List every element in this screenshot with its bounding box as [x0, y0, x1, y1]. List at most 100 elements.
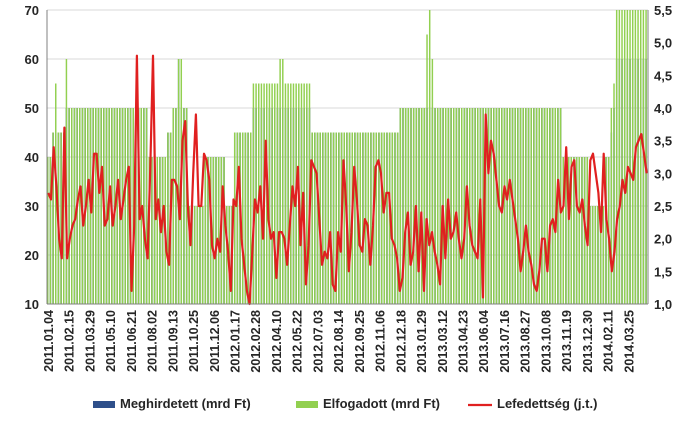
bar-elfogadott [426, 34, 428, 304]
bar-elfogadott [541, 108, 543, 304]
bar-elfogadott [645, 10, 647, 304]
bar-elfogadott [615, 10, 618, 304]
bar-elfogadott [410, 108, 412, 304]
bar-elfogadott [549, 108, 551, 304]
bar-elfogadott [63, 132, 65, 304]
bar-elfogadott [602, 206, 605, 304]
bar-elfogadott [68, 108, 70, 304]
bar-elfogadott [503, 108, 506, 304]
bar-elfogadott [212, 157, 215, 304]
bar-elfogadott [151, 157, 153, 304]
bar-elfogadott [538, 108, 540, 304]
bar-elfogadott [631, 10, 634, 304]
bar-elfogadott [522, 108, 524, 304]
bar-elfogadott [509, 108, 511, 304]
bar-elfogadott [143, 108, 145, 304]
bar-elfogadott [453, 108, 455, 304]
bar-elfogadott [225, 206, 228, 304]
x-tick-label: 2013.03.12 [436, 310, 450, 373]
x-tick-label: 2013.08.27 [519, 310, 533, 373]
bar-elfogadott [391, 132, 394, 304]
line-layer [47, 54, 648, 306]
x-tick-label: 2012.08.14 [332, 310, 346, 373]
bar-elfogadott [396, 132, 399, 304]
bar-elfogadott [412, 108, 415, 304]
bar-elfogadott [167, 132, 169, 304]
bar-elfogadott [348, 132, 351, 304]
bar-elfogadott [330, 132, 332, 304]
bar-elfogadott [639, 10, 642, 304]
y-right-tick-label: 4,5 [654, 68, 672, 83]
bar-elfogadott [188, 206, 191, 304]
bar-elfogadott [428, 10, 431, 304]
bar-elfogadott [466, 108, 468, 304]
y-right-tick-label: 5,5 [654, 3, 672, 18]
x-tick-label: 2011.08.02 [146, 310, 160, 372]
bar-elfogadott [434, 108, 436, 304]
bar-elfogadott [554, 108, 556, 304]
bar-elfogadott [132, 108, 134, 304]
bar-elfogadott [359, 132, 361, 304]
bar-elfogadott [463, 108, 466, 304]
bar-elfogadott [327, 132, 329, 304]
bar-elfogadott [629, 10, 631, 304]
bar-elfogadott [207, 157, 209, 304]
bar-elfogadott [469, 108, 471, 304]
bar-elfogadott [621, 10, 623, 304]
y-right-tick-label: 3,5 [654, 134, 672, 149]
bar-elfogadott [605, 157, 607, 304]
legend-swatch [296, 401, 318, 408]
bar-elfogadott [367, 132, 370, 304]
bar-elfogadott [161, 157, 164, 304]
y-right-tick-label: 1,5 [654, 264, 672, 279]
bar-elfogadott [431, 59, 434, 304]
x-tick-label: 2012.02.28 [249, 310, 263, 373]
bar-elfogadott [290, 83, 292, 304]
bar-elfogadott [386, 132, 388, 304]
bar-elfogadott [493, 108, 495, 304]
bar-elfogadott [300, 83, 303, 304]
y-left-tick-label: 40 [25, 150, 39, 165]
bar-elfogadott [223, 157, 225, 304]
bar-elfogadott [626, 10, 629, 304]
bar-elfogadott [145, 108, 148, 304]
bar-elfogadott [551, 108, 554, 304]
bar-elfogadott [127, 108, 129, 304]
bar-elfogadott [284, 83, 287, 304]
x-tick-label: 2013.01.29 [415, 310, 429, 373]
bar-elfogadott [354, 132, 356, 304]
bar-elfogadott [543, 108, 546, 304]
x-tick-label: 2014.02.11 [602, 310, 616, 372]
x-tick-label: 2012.04.10 [270, 310, 284, 373]
bar-elfogadott [517, 108, 519, 304]
bar-elfogadott [525, 108, 527, 304]
x-tick-label: 2013.06.04 [477, 310, 491, 373]
bar-elfogadott [594, 206, 597, 304]
bar-elfogadott [177, 59, 180, 304]
bar-elfogadott [116, 108, 118, 304]
bar-elfogadott [271, 83, 273, 304]
bar-elfogadott [199, 206, 201, 304]
x-tick-label: 2011.05.10 [104, 310, 118, 372]
bar-elfogadott [183, 108, 185, 304]
bar-elfogadott [444, 108, 447, 304]
bar-elfogadott [236, 132, 239, 304]
x-tick-label: 2011.03.29 [83, 310, 97, 372]
bar-elfogadott [575, 157, 578, 304]
bar-elfogadott [215, 157, 217, 304]
bar-elfogadott [268, 83, 271, 304]
legend-label: Elfogadott (mrd Ft) [323, 396, 440, 411]
bar-elfogadott [637, 10, 639, 304]
y-left-tick-label: 50 [25, 101, 39, 116]
bar-elfogadott [519, 108, 522, 304]
bar-elfogadott [335, 132, 337, 304]
bar-elfogadott [375, 132, 378, 304]
bar-elfogadott [252, 83, 255, 304]
x-tick-label: 2011.02.15 [63, 310, 77, 372]
bar-elfogadott [530, 108, 532, 304]
bar-elfogadott [495, 108, 498, 304]
bar-elfogadott [193, 206, 196, 304]
bar-elfogadott [282, 59, 284, 304]
bar-elfogadott [535, 108, 538, 304]
